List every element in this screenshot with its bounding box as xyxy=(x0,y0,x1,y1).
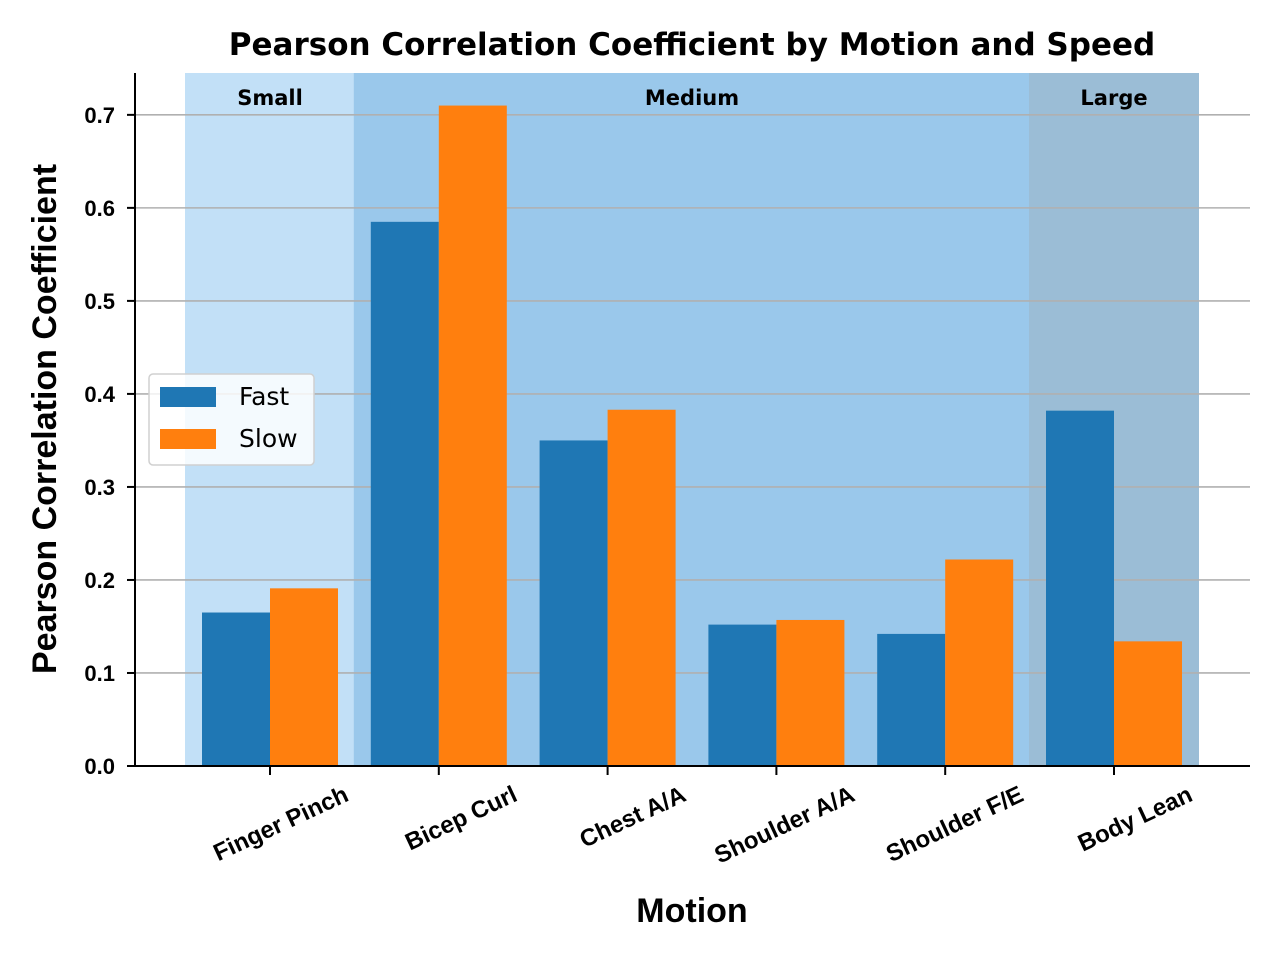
y-tick-label: 0.2 xyxy=(84,568,115,593)
y-tick-label: 0.1 xyxy=(84,661,115,686)
legend: Fast Slow xyxy=(148,373,315,466)
x-tick-label: Body Lean xyxy=(1074,781,1197,857)
region-label-small: Small xyxy=(237,86,303,110)
axes xyxy=(127,73,1250,775)
x-tick-label: Shoulder A/A xyxy=(711,781,859,869)
bars xyxy=(202,105,1182,766)
x-tick-label: Chest A/A xyxy=(576,781,691,854)
y-tick-label: 0.3 xyxy=(84,475,115,500)
y-tick-label: 0.5 xyxy=(84,289,115,314)
y-axis-label: Pearson Correlation Coefficient xyxy=(26,164,64,674)
x-tick-label: Shoulder F/E xyxy=(882,781,1028,868)
bar-slow-bicep-curl xyxy=(438,105,507,766)
y-tick-label: 0.6 xyxy=(84,196,115,221)
bar-fast-finger-pinch xyxy=(202,612,270,766)
y-tick-label: 0.7 xyxy=(84,103,115,128)
legend-label-fast: Fast xyxy=(239,382,289,411)
bar-slow-shoulder-f-e xyxy=(945,559,1014,766)
x-tick-labels: Finger Pinch Bicep Curl Chest A/A Shoulder … xyxy=(209,781,1196,869)
legend-swatch-fast xyxy=(160,387,216,407)
region-labels: Small Medium Large xyxy=(237,86,1147,110)
region-label-medium: Medium xyxy=(645,86,739,110)
x-tick-label: Bicep Curl xyxy=(401,781,521,856)
bar-fast-body-lean xyxy=(1046,410,1114,766)
y-tick-label: 0.0 xyxy=(84,754,115,779)
bar-fast-shoulder-f-e xyxy=(877,633,946,766)
bar-fast-chest-a-a xyxy=(539,440,608,766)
y-tick-label: 0.4 xyxy=(84,382,115,407)
chart-title: Pearson Correlation Coefficient by Motio… xyxy=(229,27,1155,63)
bar-slow-chest-a-a xyxy=(607,409,676,766)
bar-slow-shoulder-a-a xyxy=(776,619,845,766)
legend-swatch-slow xyxy=(160,429,216,449)
bar-fast-bicep-curl xyxy=(370,221,439,766)
x-axis-label: Motion xyxy=(636,892,747,930)
bar-fast-shoulder-a-a xyxy=(708,624,777,766)
region-label-large: Large xyxy=(1080,86,1147,110)
bar-slow-finger-pinch xyxy=(270,588,338,766)
x-tick-label: Finger Pinch xyxy=(209,781,352,867)
bar-slow-body-lean xyxy=(1114,641,1182,766)
legend-label-slow: Slow xyxy=(239,424,298,453)
y-tick-labels: 0.0 0.1 0.2 0.3 0.4 0.5 0.6 0.7 xyxy=(84,103,115,779)
